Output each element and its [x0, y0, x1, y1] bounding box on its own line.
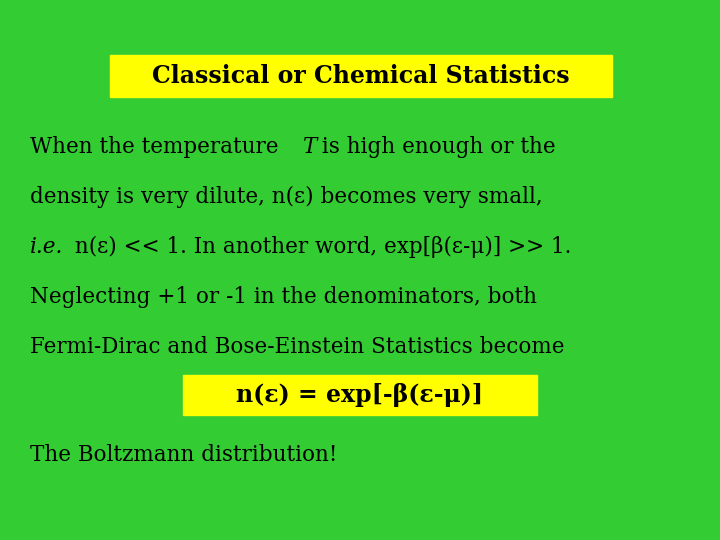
FancyBboxPatch shape	[110, 55, 612, 97]
Text: n(ε) << 1. In another word, exp[β(ε-μ)] >> 1.: n(ε) << 1. In another word, exp[β(ε-μ)] …	[68, 236, 572, 258]
Text: Fermi-Dirac and Bose-Einstein Statistics become: Fermi-Dirac and Bose-Einstein Statistics…	[30, 336, 564, 358]
Text: density is very dilute, n(ε) becomes very small,: density is very dilute, n(ε) becomes ver…	[30, 186, 543, 208]
FancyBboxPatch shape	[183, 375, 537, 415]
Text: The Boltzmann distribution!: The Boltzmann distribution!	[30, 444, 338, 466]
Text: Classical or Chemical Statistics: Classical or Chemical Statistics	[152, 64, 570, 88]
Text: i.e.: i.e.	[30, 236, 63, 258]
Text: is high enough or the: is high enough or the	[315, 136, 556, 158]
Text: T: T	[303, 136, 318, 158]
Text: n(ε) = exp[-β(ε-μ)]: n(ε) = exp[-β(ε-μ)]	[236, 383, 484, 407]
Text: When the temperature: When the temperature	[30, 136, 285, 158]
Text: Neglecting +1 or -1 in the denominators, both: Neglecting +1 or -1 in the denominators,…	[30, 286, 537, 308]
